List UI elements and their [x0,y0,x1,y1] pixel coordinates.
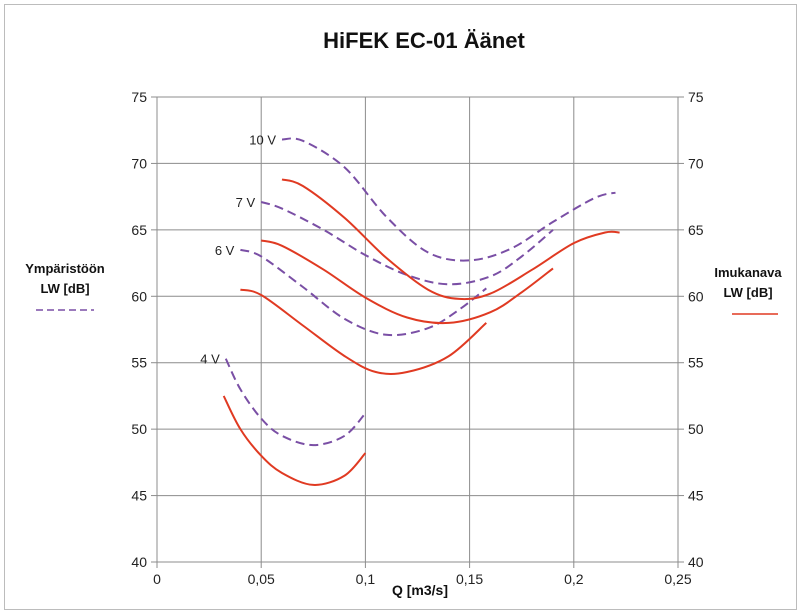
series-label: 7 V [236,195,256,210]
ymparistoon-4v-line [224,358,367,447]
x-axis-title: Q [m3/s] [392,582,448,598]
y2-tick-label: 70 [688,155,704,171]
legend-left: Ympäristöön LW [dB] [25,261,105,311]
legend-label: Imukanava [714,265,782,280]
series-label: 6 V [215,243,235,258]
grid [156,96,679,563]
legend-label: LW [dB] [723,285,772,300]
series-label: 10 V [249,133,276,148]
series-layer [222,137,620,486]
y2-tick-label: 40 [688,554,704,570]
x-tick-label: 0,2 [564,571,584,587]
imukanava-6v-line [240,288,487,376]
x-tick-label: 0,25 [664,571,691,587]
imukanava-10v-line [281,178,620,301]
ymparistoon-10v-line [281,137,616,262]
y2-tick-label: 75 [688,89,704,105]
x-tick-label: 0,1 [356,571,376,587]
series-label: 4 V [200,352,220,367]
x-tick-label: 0 [153,571,161,587]
chart-title: HiFEK EC-01 Äänet [323,28,525,53]
y-tick-label: 70 [131,155,147,171]
y-tick-label: 75 [131,89,147,105]
y-tick-label: 50 [131,421,147,437]
y-tick-label: 55 [131,355,147,371]
y-tick-label: 65 [131,222,147,238]
ymparistoon-7v-line [260,201,554,286]
chart-frame [4,4,797,610]
y2-tick-label: 50 [688,421,704,437]
y-tick-label: 40 [131,554,147,570]
axes: 40 40 45 45 50 50 55 55 60 60 65 65 70 70 75 75 0 0,05 0,1… [131,89,703,587]
imukanava-7v-line [260,239,554,325]
series-labels: 4 V 6 V 7 V 10 V [200,133,276,367]
y2-tick-label: 55 [688,355,704,371]
legend-label: LW [dB] [40,281,89,296]
legend-right: Imukanava LW [dB] [714,265,782,315]
x-tick-label: 0,15 [456,571,483,587]
y-tick-label: 60 [131,288,147,304]
y2-tick-label: 45 [688,488,704,504]
x-tick-label: 0,05 [248,571,275,587]
imukanava-4v-line [222,395,367,486]
legend-label: Ympäristöön [25,261,105,276]
y-tick-label: 45 [131,488,147,504]
y2-tick-label: 65 [688,222,704,238]
y2-tick-label: 60 [688,288,704,304]
